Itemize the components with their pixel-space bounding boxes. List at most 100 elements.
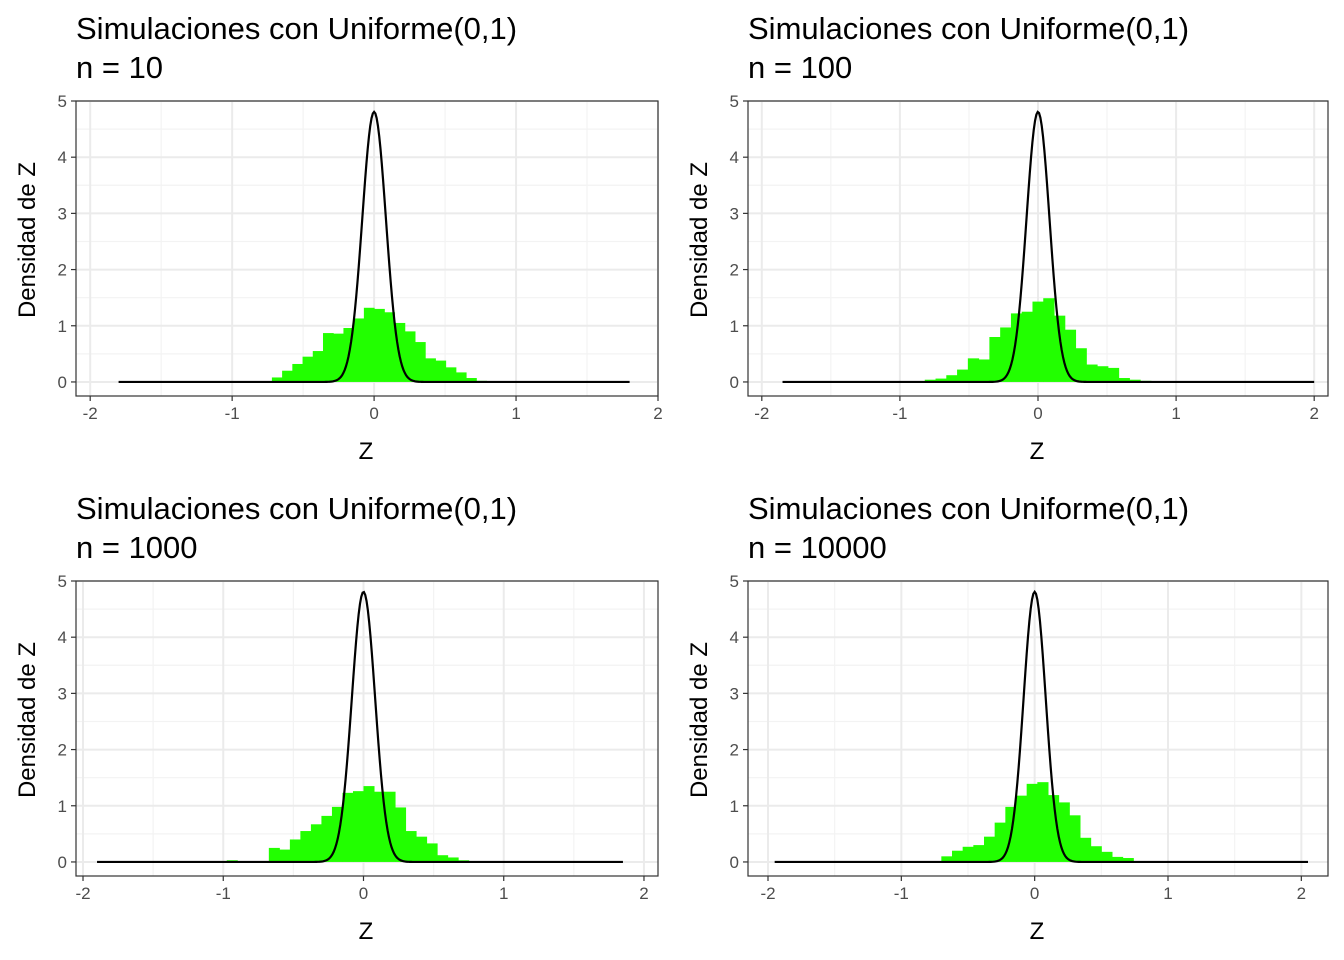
histogram-bar bbox=[384, 791, 396, 862]
histogram-bar bbox=[1080, 837, 1092, 862]
x-axis-title: Z bbox=[1030, 438, 1045, 465]
x-tick-label: -2 bbox=[75, 884, 90, 903]
histogram-bar bbox=[924, 379, 937, 382]
histogram-bar bbox=[1118, 378, 1130, 382]
y-tick-label: 5 bbox=[730, 572, 739, 591]
histogram-bar bbox=[1016, 795, 1028, 862]
chart-title: Simulaciones con Uniforme(0,1) bbox=[76, 11, 517, 46]
histogram-bar bbox=[1112, 856, 1124, 862]
y-tick-label: 2 bbox=[730, 741, 739, 760]
y-tick-label: 5 bbox=[58, 572, 67, 591]
histogram-bar bbox=[1090, 846, 1102, 862]
chart-subtitle: n = 100 bbox=[748, 50, 852, 85]
histogram-bar bbox=[455, 372, 467, 382]
histogram-bar bbox=[957, 369, 969, 382]
x-tick-label: 2 bbox=[1309, 404, 1318, 423]
histogram-bar bbox=[374, 308, 385, 382]
histogram-bar bbox=[994, 822, 1006, 862]
y-tick-label: 3 bbox=[730, 204, 739, 223]
histogram-bar bbox=[435, 360, 447, 382]
y-tick-label: 1 bbox=[58, 797, 67, 816]
x-tick-label: 0 bbox=[369, 404, 378, 423]
histogram-bar bbox=[300, 831, 312, 862]
histogram-bar bbox=[1000, 327, 1012, 382]
chart-panel-n1000: Simulaciones con Uniforme(0,1) n = 1000 … bbox=[14, 491, 659, 945]
histogram-bar bbox=[331, 806, 343, 862]
y-tick-label: 0 bbox=[730, 373, 739, 392]
y-axis-title: Densidad de Z bbox=[686, 642, 713, 798]
plot-area: -2 -1 0 1 2 0 1 2 3 4 5 bbox=[730, 572, 1329, 903]
histogram-bar bbox=[941, 856, 953, 862]
histogram-bar bbox=[268, 847, 280, 862]
x-tick-label: -1 bbox=[216, 884, 231, 903]
chart-subtitle: n = 10 bbox=[76, 50, 163, 85]
y-tick-label: 4 bbox=[730, 148, 739, 167]
histogram-bar bbox=[342, 792, 354, 862]
chart-panel-n10: Simulaciones con Uniforme(0,1) n = 10 Z … bbox=[14, 11, 663, 465]
normal-density-curve bbox=[97, 590, 623, 864]
histogram-bar bbox=[282, 370, 293, 382]
histogram-bar bbox=[363, 786, 375, 862]
x-tick-label: -1 bbox=[892, 404, 907, 423]
x-tick-label: 2 bbox=[639, 884, 648, 903]
histogram-bar bbox=[426, 843, 438, 862]
y-tick-label: 5 bbox=[58, 92, 67, 111]
histogram-bar bbox=[292, 363, 304, 382]
y-tick-label: 3 bbox=[58, 204, 67, 223]
histogram-bar bbox=[1021, 311, 1033, 382]
histogram-bar bbox=[425, 358, 436, 382]
plot-area: -2 -1 0 1 2 0 1 2 3 4 5 bbox=[730, 92, 1329, 423]
histogram-bar bbox=[1032, 301, 1044, 382]
histogram-bar bbox=[312, 351, 324, 382]
histogram-bar bbox=[1054, 315, 1066, 382]
histogram-bar bbox=[322, 333, 334, 382]
histogram-bar bbox=[384, 312, 396, 382]
histogram-bar bbox=[353, 318, 365, 382]
histogram-bar bbox=[1026, 783, 1038, 862]
chart-subtitle: n = 10000 bbox=[748, 530, 887, 565]
y-axis-title: Densidad de Z bbox=[14, 642, 41, 798]
x-tick-label: -2 bbox=[760, 884, 775, 903]
histogram-bar bbox=[289, 839, 301, 862]
histogram-bar bbox=[1097, 366, 1109, 382]
panel-border bbox=[747, 580, 1329, 877]
x-tick-label: 1 bbox=[511, 404, 520, 423]
y-tick-label: 1 bbox=[730, 797, 739, 816]
histogram-bar bbox=[321, 815, 333, 862]
normal-density-curve bbox=[782, 110, 1315, 384]
x-tick-label: -1 bbox=[225, 404, 240, 423]
histogram-bar bbox=[935, 378, 947, 382]
histogram-bar bbox=[1043, 298, 1055, 382]
chart-title: Simulaciones con Uniforme(0,1) bbox=[748, 11, 1189, 46]
x-axis-title: Z bbox=[1030, 918, 1045, 945]
x-axis-title: Z bbox=[359, 438, 374, 465]
x-axis-title: Z bbox=[359, 918, 374, 945]
histogram-bar bbox=[374, 791, 386, 862]
x-tick-label: 2 bbox=[653, 404, 662, 423]
histogram-bar bbox=[1107, 367, 1120, 382]
histogram-bar bbox=[1010, 313, 1023, 382]
histogram-bar bbox=[989, 337, 1001, 382]
histogram-bar bbox=[962, 846, 974, 862]
y-tick-label: 4 bbox=[58, 628, 67, 647]
histogram-bar bbox=[466, 378, 477, 382]
histogram-bar bbox=[445, 367, 457, 382]
x-tick-label: 0 bbox=[1033, 404, 1042, 423]
y-axis-title: Densidad de Z bbox=[14, 162, 41, 318]
y-tick-label: 3 bbox=[58, 684, 67, 703]
x-tick-label: -1 bbox=[894, 884, 909, 903]
x-tick-label: 0 bbox=[1030, 884, 1039, 903]
chart-subtitle: n = 1000 bbox=[76, 530, 198, 565]
histogram-bar bbox=[1064, 329, 1077, 382]
x-tick-label: -2 bbox=[83, 404, 98, 423]
histogram-bar bbox=[405, 831, 417, 862]
y-axis-title: Densidad de Z bbox=[686, 162, 713, 318]
x-tick-label: 0 bbox=[359, 884, 368, 903]
y-tick-label: 1 bbox=[58, 317, 67, 336]
histogram-bar bbox=[416, 836, 428, 862]
histogram-bar bbox=[310, 824, 322, 862]
histogram-bar bbox=[414, 342, 426, 382]
chart-panel-n100: Simulaciones con Uniforme(0,1) n = 100 Z… bbox=[686, 11, 1329, 465]
histogram-bar bbox=[352, 791, 364, 862]
